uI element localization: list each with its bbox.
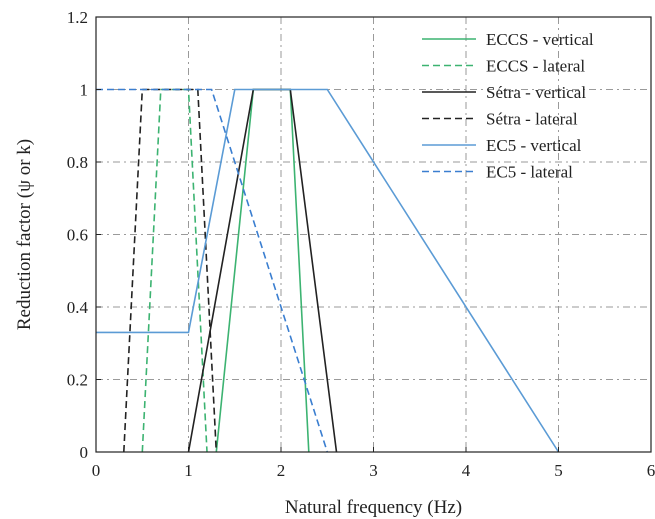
series-line-eccs-vertical	[215, 88, 310, 453]
series-line-ec5-vertical	[96, 88, 560, 453]
x-axis-ticks: 0 1 2 3 4 5 6	[92, 447, 655, 480]
legend: ECCS - vertical ECCS - lateral Sétra - ver…	[422, 30, 594, 182]
y-tick-label: 0.2	[67, 371, 88, 390]
legend-label-ec5-vertical: EC5 - vertical	[486, 136, 582, 155]
legend-label-setra-vertical: Sétra - vertical	[486, 83, 586, 102]
series-line-setra-vertical	[187, 88, 338, 453]
x-tick-label: 3	[369, 461, 378, 480]
y-tick-label: 0	[80, 443, 89, 462]
x-tick-label: 1	[184, 461, 193, 480]
legend-label-eccs-lateral: ECCS - lateral	[486, 57, 585, 76]
series-line-setra-lateral	[123, 88, 218, 453]
x-tick-label: 4	[462, 461, 471, 480]
x-axis-label: Natural frequency (Hz)	[285, 497, 462, 518]
series-line-eccs-lateral	[141, 88, 208, 453]
legend-label-setra-lateral: Sétra - lateral	[486, 110, 578, 129]
x-tick-label: 5	[554, 461, 563, 480]
series-line-ec5-lateral	[96, 88, 329, 453]
y-tick-label: 1.2	[67, 8, 88, 27]
x-tick-label: 2	[277, 461, 286, 480]
y-tick-label: 0.6	[67, 226, 88, 245]
legend-label-eccs-vertical: ECCS - vertical	[486, 30, 594, 49]
y-tick-label: 0.4	[67, 298, 89, 317]
y-tick-label: 1	[80, 81, 89, 100]
y-axis-label: Reduction factor (ψ or k)	[14, 139, 35, 330]
y-tick-label: 0.8	[67, 153, 88, 172]
x-tick-label: 0	[92, 461, 101, 480]
x-tick-label: 6	[647, 461, 655, 480]
series-lines	[96, 88, 560, 453]
y-axis-ticks: 0 0.2 0.4 0.6 0.8 1 1.2	[67, 8, 101, 462]
legend-label-ec5-lateral: EC5 - lateral	[486, 163, 573, 182]
